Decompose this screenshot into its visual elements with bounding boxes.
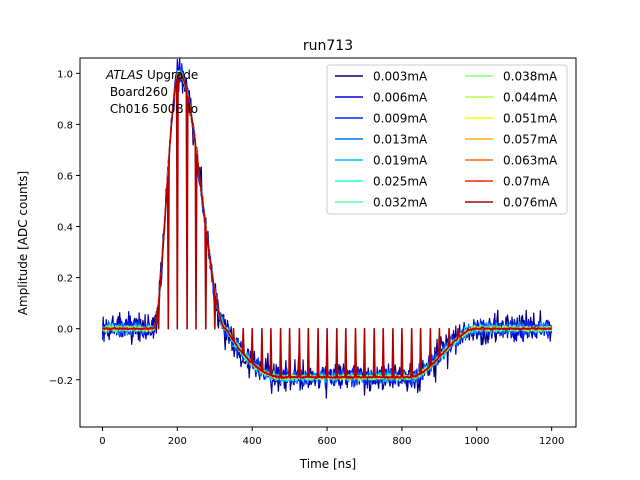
series-line [101,72,552,380]
x-axis-ticks: 0 200 400 600 800 1000 1200 [99,427,564,447]
legend-label: 0.003mA [373,70,428,84]
y-tick-label: 0.4 [57,223,73,234]
x-tick-label: 800 [392,436,411,447]
y-axis-ticks: −0.2 0.0 0.2 0.4 0.6 0.8 1.0 [49,69,80,387]
legend-frame [326,64,568,215]
x-tick-label: 0 [99,436,105,447]
annotation-line-2: Board260 [106,85,168,99]
annotation-line-1: ATLAS Upgrade [105,68,198,82]
x-tick-label: 200 [168,436,187,447]
legend-label: 0.076mA [503,196,558,210]
chart-title: run713 [303,38,353,54]
legend-label: 0.013mA [373,133,428,147]
legend-label: 0.019mA [373,154,428,168]
x-tick-label: 1200 [539,436,564,447]
x-tick-label: 400 [243,436,262,447]
legend-label: 0.057mA [503,133,558,147]
series-layer [101,58,553,399]
y-axis-label: Amplitude [ADC counts] [16,171,30,315]
x-tick-label: 600 [318,436,337,447]
legend: 0.003mA 0.006mA 0.009mA 0.013mA 0.019mA 0.025… [326,64,568,215]
y-tick-label: 0.6 [57,171,73,182]
legend-label: 0.063mA [503,154,558,168]
x-tick-label: 1000 [464,436,489,447]
annotation-upgrade: Upgrade [143,68,198,82]
legend-label: 0.044mA [503,91,558,105]
legend-label: 0.038mA [503,70,558,84]
legend-label: 0.009mA [373,112,428,126]
atlas-annotation: ATLAS Upgrade Board260 Ch016 500B lo [105,68,198,116]
y-tick-label: 0.8 [57,120,73,131]
legend-label: 0.006mA [373,91,428,105]
y-tick-label: −0.2 [49,376,73,387]
plot-frame [79,57,577,428]
x-axis-label: Time [ns] [299,457,356,471]
annotation-line-3: Ch016 500B lo [106,102,198,116]
legend-label: 0.025mA [373,175,428,189]
y-tick-label: 0.0 [57,325,73,336]
legend-label: 0.051mA [503,112,558,126]
legend-label: 0.032mA [373,196,428,210]
y-tick-label: 1.0 [57,69,73,80]
legend-label: 0.07mA [503,175,550,189]
y-tick-label: 0.2 [57,274,73,285]
annotation-atlas: ATLAS [105,68,144,82]
